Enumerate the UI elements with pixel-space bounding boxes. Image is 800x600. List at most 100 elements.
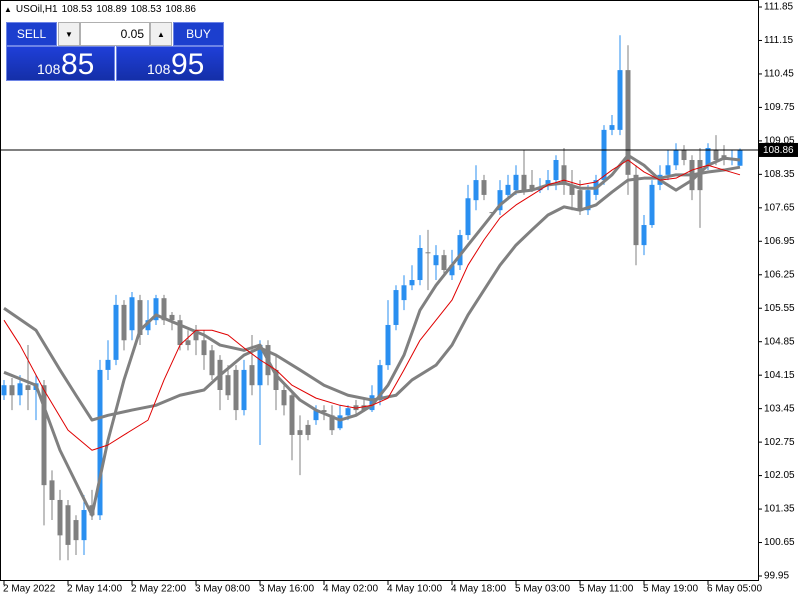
candle-body [433, 255, 439, 266]
y-tick-label: 103.45 [764, 403, 795, 414]
candle-body [137, 300, 143, 336]
buy-price[interactable]: 108 95 [116, 46, 224, 81]
y-tick-label: 110.45 [764, 69, 794, 80]
candle-body [681, 149, 687, 161]
candle-body [57, 499, 63, 536]
sell-button[interactable]: SELL [6, 22, 57, 46]
candle-body [601, 129, 607, 181]
candle-body [377, 365, 383, 401]
candle-body [553, 160, 559, 181]
candle-body [145, 320, 151, 331]
candle-body [105, 359, 111, 370]
candle-body [321, 410, 327, 412]
candle-body [193, 330, 199, 341]
moving-average [3, 165, 741, 422]
moving-average [3, 153, 741, 517]
header-low: 108.53 [130, 4, 162, 15]
candle-body [241, 369, 247, 411]
candle-body [129, 297, 135, 331]
candle-body [169, 314, 175, 321]
candle-body [281, 389, 287, 406]
lot-input[interactable]: 0.05 [80, 22, 150, 46]
candle-body [409, 280, 415, 286]
y-tick-label: 108.35 [764, 169, 795, 180]
x-tick-label: 2 May 2022 [3, 584, 56, 595]
x-tick-label: 5 May 11:00 [579, 584, 634, 595]
y-tick-label: 104.15 [764, 370, 795, 381]
y-tick-label: 99.95 [764, 571, 789, 582]
candle-body [201, 340, 207, 356]
candle-body [249, 365, 255, 386]
candle-body [537, 188, 543, 191]
y-tick-label: 111.85 [764, 2, 794, 13]
candle-body [545, 180, 551, 185]
buy-price-prefix: 108 [147, 61, 171, 77]
x-tick-label: 2 May 22:00 [131, 584, 186, 595]
header-high: 108.89 [96, 4, 127, 15]
header-icon: ▲ [4, 5, 12, 14]
x-tick-label: 3 May 16:00 [259, 584, 314, 595]
candle-body [9, 385, 15, 396]
candle-body [713, 149, 719, 161]
candle-body [737, 149, 743, 166]
candle-body [585, 190, 591, 211]
y-tick-label: 111.15 [764, 35, 794, 46]
candle-body [401, 285, 407, 301]
candle-body [649, 184, 655, 226]
candle-body [97, 369, 103, 516]
buy-price-main: 95 [171, 48, 205, 81]
candle-body [673, 149, 679, 166]
y-tick-label: 101.35 [764, 504, 795, 515]
lot-decrease[interactable]: ▼ [58, 22, 80, 46]
x-tick-label: 2 May 14:00 [67, 584, 122, 595]
candle-body [41, 385, 47, 486]
moving-average [3, 159, 741, 451]
candle-body [313, 410, 319, 421]
candle-body [577, 190, 583, 211]
y-tick-label: 100.65 [764, 537, 795, 548]
candle-body [121, 304, 127, 341]
x-tick-label: 5 May 19:00 [643, 584, 698, 595]
candle-body [49, 480, 55, 500]
candle-body [465, 198, 471, 236]
candle-body [337, 415, 343, 429]
lot-increase[interactable]: ▲ [150, 22, 172, 46]
candle-body [273, 369, 279, 390]
x-tick-label: 3 May 08:00 [195, 584, 250, 595]
header-close: 108.86 [165, 4, 196, 15]
candle-body [569, 184, 575, 195]
candle-body [705, 148, 711, 166]
candle-body [161, 298, 167, 321]
sell-price-main: 85 [61, 48, 95, 81]
candle-body [529, 184, 535, 191]
header-open: 108.53 [61, 4, 93, 15]
candle-body [361, 405, 367, 411]
candle-body [473, 180, 479, 201]
candle-body [449, 265, 455, 276]
candle-body [393, 290, 399, 325]
candle-body [329, 415, 335, 431]
candle-body [385, 324, 391, 366]
y-tick-label: 109.75 [764, 102, 795, 113]
candle-body [369, 395, 375, 411]
price-label-box [759, 142, 798, 157]
y-tick-label: 105.55 [764, 303, 795, 314]
candle-body [177, 320, 183, 346]
candle-body [441, 255, 447, 270]
x-tick-label: 6 May 05:00 [707, 584, 762, 595]
candle-body [665, 165, 671, 175]
symbol: USOil,H1 [15, 4, 58, 15]
candle-body [505, 184, 511, 195]
candle-body [17, 383, 23, 396]
candle-body [81, 510, 87, 541]
y-tick-label: 106.95 [764, 236, 795, 247]
candle-body [425, 252, 431, 254]
y-tick-label: 102.05 [764, 470, 795, 481]
candle-body [497, 190, 503, 211]
candle-body [233, 369, 239, 411]
candle-body [113, 304, 119, 360]
buy-button[interactable]: BUY [173, 22, 224, 46]
sell-price[interactable]: 108 85 [6, 46, 115, 81]
